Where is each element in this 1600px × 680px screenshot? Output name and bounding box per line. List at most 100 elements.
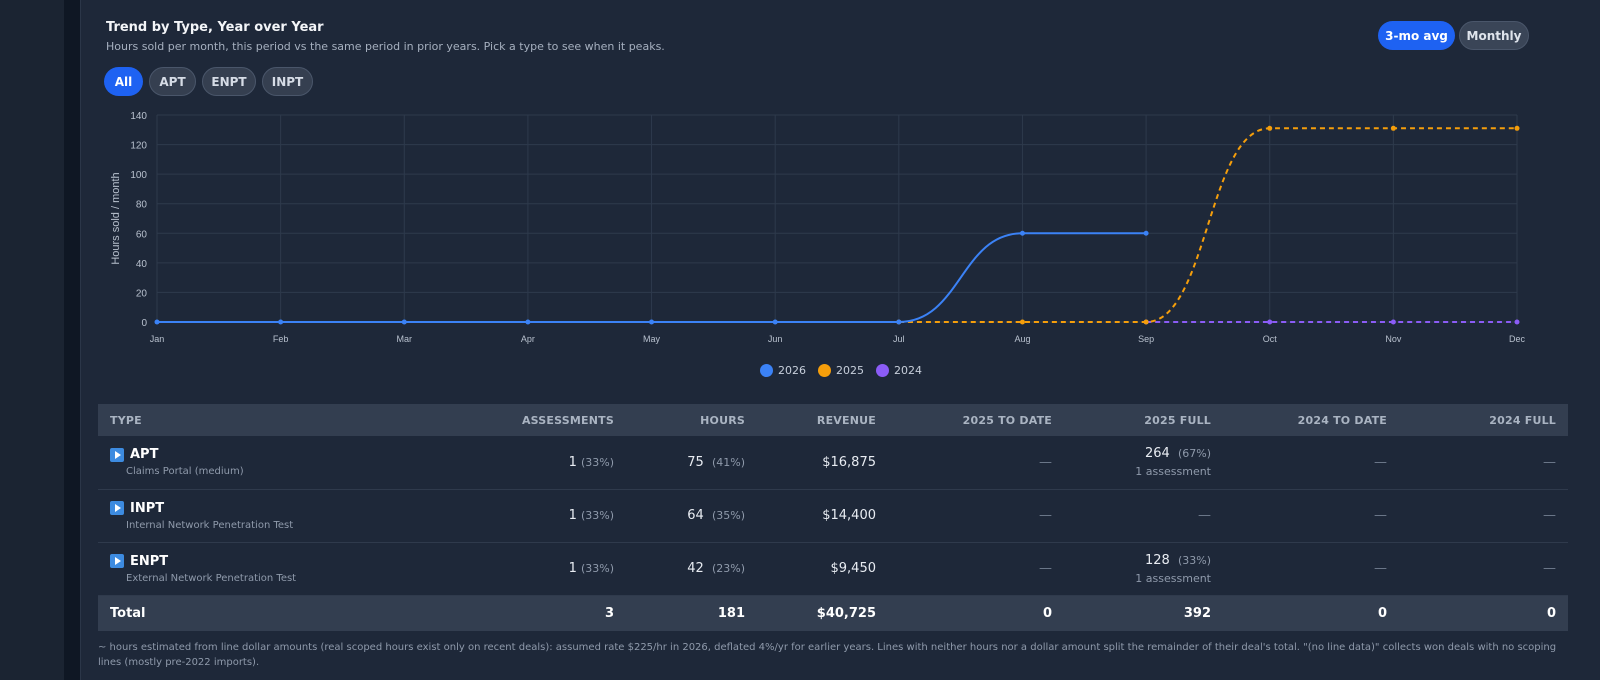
y2025-full-cell: 128 (33%) 1 assessment — [1064, 542, 1223, 595]
y2024-to-date-value: — — [1374, 508, 1387, 523]
filter-apt[interactable]: APT — [149, 67, 196, 96]
header-2025-to-date[interactable]: 2025 TO DATE — [962, 413, 1052, 427]
type-name: APT — [130, 447, 159, 463]
x-tick-label: Sep — [1138, 334, 1154, 344]
hours-pct: (41%) — [711, 455, 745, 469]
y2025-to-date-cell: — — [888, 489, 1064, 542]
y2025-full-cell: — — [1064, 489, 1223, 542]
hours-value: 75 — [687, 454, 704, 470]
legend-label-2025: 2025 — [836, 364, 864, 377]
legend-item-2024[interactable]: 2024 — [876, 364, 922, 377]
header-type[interactable]: TYPE — [110, 413, 142, 427]
assessments-pct: (33%) — [580, 455, 614, 469]
type-name: INPT — [130, 500, 165, 516]
y2024-full-cell: — — [1399, 489, 1568, 542]
header-revenue[interactable]: REVENUE — [816, 413, 876, 427]
three-month-avg-toggle[interactable]: 3-mo avg — [1378, 21, 1455, 50]
type-description: Internal Network Penetration Test — [126, 519, 294, 531]
x-tick-label: Mar — [397, 334, 413, 344]
type-name: ENPT — [130, 553, 169, 569]
y-tick-label: 60 — [136, 229, 148, 240]
data-point-2025 — [1267, 125, 1273, 131]
table-row[interactable]: INPT Internal Network Penetration Test 1… — [98, 489, 1568, 542]
type-cell: INPT Internal Network Penetration Test — [98, 489, 398, 542]
total-hours: 181 — [717, 605, 745, 621]
type-description: Claims Portal (medium) — [126, 466, 244, 478]
data-point-2026 — [1019, 230, 1025, 236]
revenue-value: $9,450 — [830, 561, 877, 576]
y2024-full-cell: — — [1399, 436, 1568, 489]
table-total-row: Total 3 181 $40,725 0 392 0 0 — [98, 595, 1568, 631]
header-2024-full[interactable]: 2024 FULL — [1489, 413, 1556, 427]
total-2024-to-date: 0 — [1377, 605, 1387, 621]
series-line-2025 — [898, 127, 1517, 324]
y2024-to-date-value: — — [1374, 454, 1387, 470]
hours-value: 64 — [687, 508, 704, 523]
assessments-value: 1 — [568, 561, 577, 576]
y2025-full-pct: (33%) — [1177, 553, 1211, 567]
y2025-to-date-value: — — [1039, 561, 1052, 576]
legend-dot-2025 — [818, 364, 831, 377]
assessments-cell: 1 (33%) — [398, 436, 626, 489]
y-tick-label: 20 — [136, 288, 148, 299]
y2025-to-date-cell: — — [888, 542, 1064, 595]
data-point-2025 — [1019, 319, 1025, 325]
y2025-full-value: — — [1198, 508, 1211, 523]
chart-legend: 2026 2025 2024 — [81, 364, 1600, 377]
header-2025-full[interactable]: 2025 FULL — [1144, 413, 1211, 427]
y2025-full-cell: 264 (67%) 1 assessment — [1064, 436, 1223, 489]
assessments-value: 1 — [568, 454, 577, 470]
legend-label-2024: 2024 — [894, 364, 922, 377]
filter-enpt[interactable]: ENPT — [202, 67, 256, 96]
data-point-2024 — [1267, 319, 1273, 325]
y2025-full-pct: (67%) — [1177, 447, 1211, 461]
data-point-2026 — [896, 319, 902, 325]
filter-all[interactable]: All — [104, 67, 143, 96]
filter-inpt[interactable]: INPT — [262, 67, 313, 96]
table-row[interactable]: ENPT External Network Penetration Test 1… — [98, 542, 1568, 595]
legend-dot-2024 — [876, 364, 889, 377]
expand-icon[interactable] — [110, 447, 124, 462]
type-description: External Network Penetration Test — [126, 572, 297, 584]
revenue-value: $16,875 — [822, 454, 876, 470]
header-2024-to-date[interactable]: 2024 TO DATE — [1297, 413, 1387, 427]
y2024-full-cell: — — [1399, 542, 1568, 595]
data-point-2024 — [1514, 319, 1520, 325]
data-point-2026 — [401, 319, 407, 325]
type-cell: APT Claims Portal (medium) — [98, 436, 398, 489]
x-tick-label: Jun — [768, 334, 783, 344]
expand-icon[interactable] — [110, 501, 124, 515]
footnote: ~ hours estimated from line dollar amoun… — [98, 642, 1557, 668]
x-tick-label: Nov — [1385, 334, 1402, 344]
legend-item-2026[interactable]: 2026 — [760, 364, 806, 377]
y2025-full-sub: 1 assessment — [1135, 571, 1211, 585]
trend-card: Trend by Type, Year over Year Hours sold… — [80, 0, 1600, 680]
hours-cell: 64 (35%) — [626, 489, 757, 542]
trend-chart: 0 20 40 60 80 100 120 140 Jan Feb Mar Apr May Jun Jul A… — [110, 111, 1525, 344]
monthly-toggle[interactable]: Monthly — [1459, 21, 1529, 50]
data-point-2025 — [1143, 319, 1149, 325]
y2025-full-value: 128 — [1144, 552, 1170, 568]
x-tick-label: Jul — [893, 334, 905, 344]
table-row[interactable]: APT Claims Portal (medium) 1 (33%) 75 (41… — [98, 436, 1568, 489]
x-tick-label: Oct — [1263, 334, 1278, 344]
data-point-2026 — [649, 319, 655, 325]
data-point-2026 — [154, 319, 160, 325]
y2024-full-value: — — [1543, 561, 1556, 576]
y2024-to-date-cell: — — [1223, 542, 1399, 595]
y-tick-label: 80 — [136, 200, 148, 211]
legend-item-2025[interactable]: 2025 — [818, 364, 864, 377]
left-sidebar-rail — [64, 0, 80, 680]
hours-cell: 42 (23%) — [626, 542, 757, 595]
expand-icon[interactable] — [110, 554, 124, 568]
x-tick-label: Jan — [150, 334, 165, 344]
data-point-2026 — [278, 319, 284, 325]
total-2025-to-date: 0 — [1042, 605, 1052, 621]
y2025-to-date-value: — — [1039, 454, 1052, 470]
table-header-row: TYPE ASSESSMENTS HOURS REVENUE 2025 TO D… — [98, 404, 1568, 436]
y-tick-label: 40 — [136, 259, 148, 270]
header-assessments[interactable]: ASSESSMENTS — [521, 413, 614, 427]
data-point-2025 — [1390, 125, 1396, 131]
header-hours[interactable]: HOURS — [700, 413, 745, 427]
x-tick-label: Apr — [521, 334, 535, 344]
